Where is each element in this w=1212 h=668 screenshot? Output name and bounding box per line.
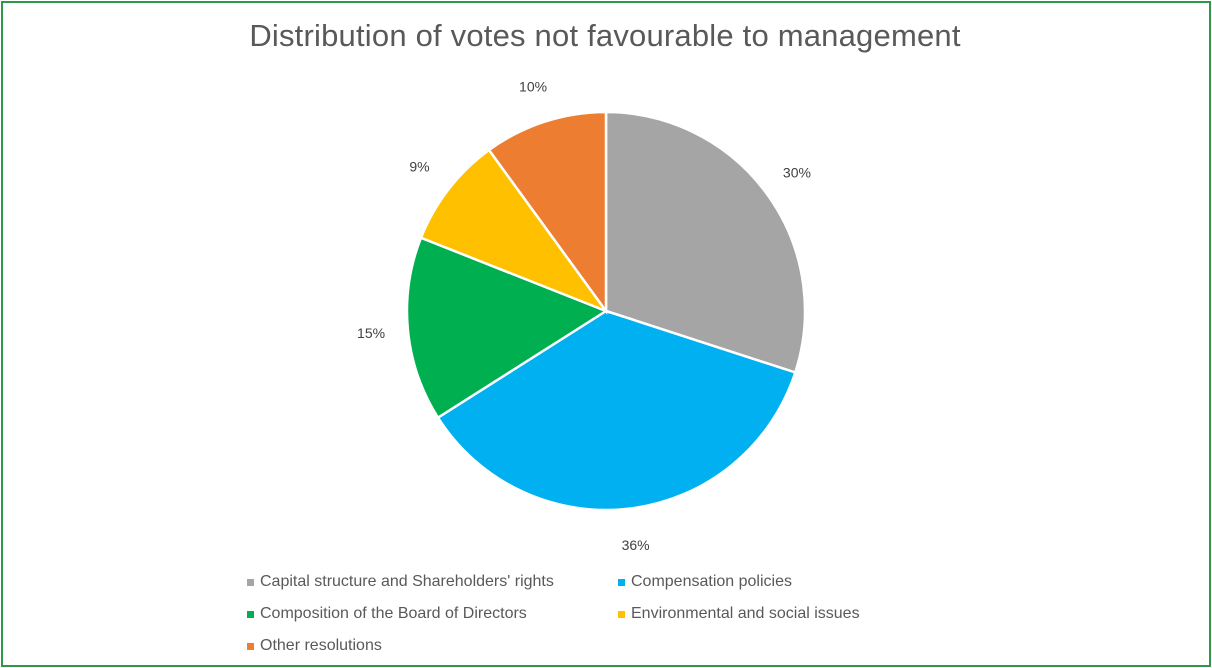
- legend-label: Environmental and social issues: [631, 605, 860, 622]
- chart-legend: Capital structure and Shareholders' righ…: [245, 566, 965, 662]
- legend-swatch: [247, 578, 254, 586]
- legend-swatch: [247, 610, 254, 618]
- pie-data-label: 36%: [622, 537, 650, 553]
- pie-slice-other-resolutions: [487, 110, 608, 315]
- legend-item-capital-structure: Capital structure and Shareholders' righ…: [245, 573, 616, 591]
- pie-data-labels: 30% 36% 15% 9% 10%: [357, 79, 811, 554]
- chart-title: Distribution of votes not favourable to …: [249, 18, 961, 53]
- legend-label: Compensation policies: [631, 573, 792, 590]
- legend-label: Capital structure and Shareholders' righ…: [260, 573, 554, 590]
- legend-item-environmental-social: Environmental and social issues: [616, 605, 860, 623]
- pie-slice-environmental-social: [419, 148, 610, 314]
- pie-data-label: 10%: [519, 79, 547, 95]
- pie-slice-compensation-policies: [436, 309, 797, 512]
- legend-item-compensation-policies: Compensation policies: [616, 573, 792, 591]
- pie-data-label: 15%: [357, 325, 385, 341]
- legend-swatch: [247, 642, 254, 650]
- legend-label: Composition of the Board of Directors: [260, 605, 527, 622]
- legend-item-other-resolutions: Other resolutions: [245, 637, 616, 655]
- pie-data-label: 9%: [409, 158, 429, 174]
- pie-slices: [405, 110, 807, 512]
- legend-label: Other resolutions: [260, 637, 382, 654]
- legend-row: Composition of the Board of Directors En…: [245, 598, 965, 630]
- legend-row: Capital structure and Shareholders' righ…: [245, 566, 965, 598]
- pie-slice-board-composition: [405, 236, 609, 420]
- legend-item-board-composition: Composition of the Board of Directors: [245, 605, 616, 623]
- legend-swatch: [618, 578, 625, 586]
- pie-slice-capital-structure: [604, 110, 807, 375]
- legend-row: Other resolutions: [245, 630, 965, 662]
- pie-data-label: 30%: [783, 164, 811, 180]
- legend-swatch: [618, 610, 625, 618]
